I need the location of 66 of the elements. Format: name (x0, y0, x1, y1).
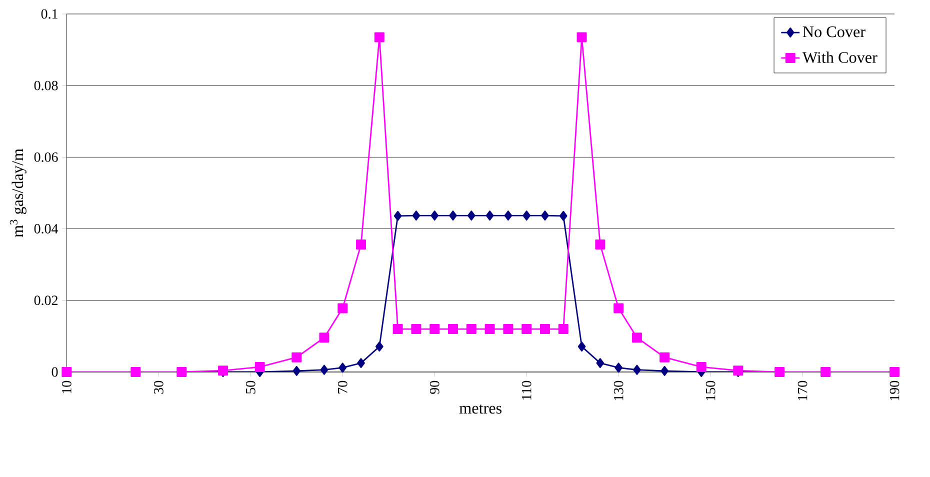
point (319, 332, 330, 342)
point (614, 303, 624, 314)
point (62, 366, 72, 377)
y-tick-label: 0.04 (34, 224, 58, 234)
point (503, 324, 514, 334)
y-axis-title: m$^{3}$ gas/day/m (10, 148, 26, 237)
y-tick-label: 0 (52, 367, 58, 377)
point (430, 324, 440, 334)
x-tick-label: 90 (430, 380, 440, 394)
point (576, 32, 587, 42)
y-tick-label: 0.06 (34, 152, 58, 162)
point (375, 341, 384, 352)
x-tick-label: 150 (706, 380, 716, 400)
point (660, 352, 670, 362)
point (541, 210, 549, 220)
point (392, 324, 403, 334)
point (356, 239, 366, 250)
point (522, 324, 532, 334)
point (484, 324, 495, 334)
point (614, 362, 622, 373)
point (522, 210, 531, 220)
point (632, 332, 642, 342)
point (130, 366, 141, 377)
point (660, 366, 668, 376)
x-tick-label: 50 (246, 380, 256, 394)
point (412, 210, 420, 220)
point (559, 210, 568, 221)
point (430, 210, 439, 220)
y-tick-label: 0.02 (34, 295, 58, 305)
point (633, 364, 641, 375)
point (338, 362, 347, 373)
point (411, 324, 422, 334)
point (467, 210, 476, 220)
point (357, 358, 365, 368)
x-tick-label: 30 (154, 380, 164, 394)
legend-label: No Cover (802, 26, 866, 38)
point (466, 324, 476, 334)
point (448, 324, 458, 334)
point (449, 210, 457, 220)
point (558, 324, 568, 334)
point (890, 366, 900, 377)
point (292, 366, 301, 376)
x-tick-label: 130 (614, 380, 624, 400)
point (578, 341, 586, 352)
point (338, 303, 348, 314)
point (486, 210, 494, 220)
point (254, 362, 265, 372)
x-axis-title: metres (459, 404, 502, 414)
y-tick-label: 0.1 (41, 9, 58, 19)
point (595, 239, 606, 250)
point (394, 210, 402, 221)
point (504, 210, 512, 220)
y-tick-label: 0.08 (34, 80, 58, 90)
x-tick-label: 170 (798, 380, 808, 400)
point (820, 366, 831, 377)
x-tick-label: 190 (890, 380, 900, 400)
x-tick-label: 10 (62, 380, 72, 393)
x-tick-label: 110 (522, 380, 532, 400)
point (292, 352, 302, 362)
point (696, 362, 706, 372)
point (596, 358, 604, 368)
point (374, 32, 384, 42)
point (540, 324, 550, 334)
point (320, 364, 328, 375)
x-tick-label: 70 (338, 380, 348, 394)
legend-label: With Cover (802, 51, 878, 63)
